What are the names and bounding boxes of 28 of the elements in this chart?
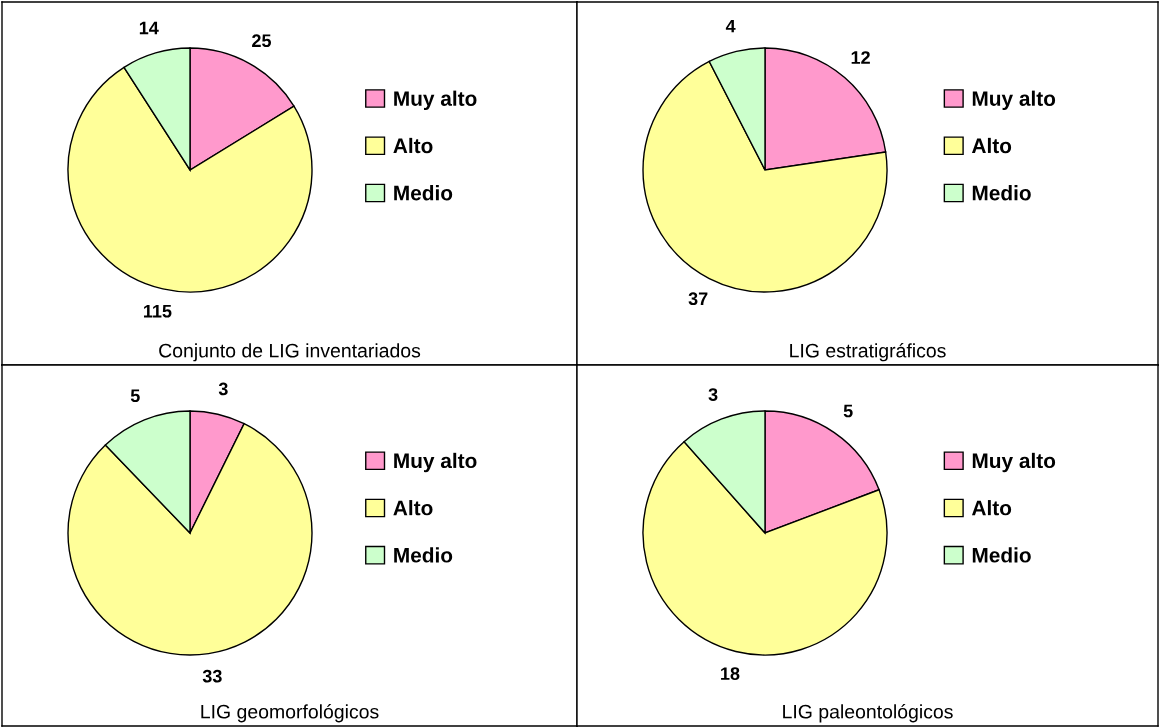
text: LIG geomorfológicos: [201, 704, 379, 723]
data-label: 5: [130, 389, 140, 403]
legend-label: Muy alto: [394, 90, 477, 111]
data-label: 12: [851, 51, 870, 64]
data-label: 37: [688, 292, 708, 306]
text: LIG estratigráficos: [790, 343, 946, 362]
legend-label: Muy alto: [972, 90, 1056, 111]
data-label: 115: [144, 304, 172, 318]
data-label: 14: [139, 21, 159, 35]
legend-label: Medio: [394, 547, 453, 563]
data-label: 4: [725, 19, 736, 33]
data-label: 3: [708, 388, 718, 401]
legend-label: Muy alto: [972, 452, 1056, 473]
data-label: 18: [721, 667, 740, 680]
data-label: 33: [202, 669, 222, 683]
legend-label: Medio: [972, 185, 1031, 201]
data-label: 25: [252, 34, 272, 48]
legend-label: Alto: [393, 500, 433, 516]
text: LIG paleontológicos: [783, 704, 953, 723]
legend-label: Alto: [971, 137, 1012, 154]
legend-label: Alto: [393, 137, 433, 154]
legend-label: Alto: [971, 500, 1012, 516]
data-label: 3: [218, 382, 228, 396]
legend-label: Medio: [972, 547, 1031, 563]
text: Conjunto de LIG inventariados: [159, 343, 421, 362]
legend-label: Muy alto: [394, 452, 477, 473]
legend-label: Medio: [394, 185, 453, 201]
data-label: 5: [843, 404, 853, 418]
